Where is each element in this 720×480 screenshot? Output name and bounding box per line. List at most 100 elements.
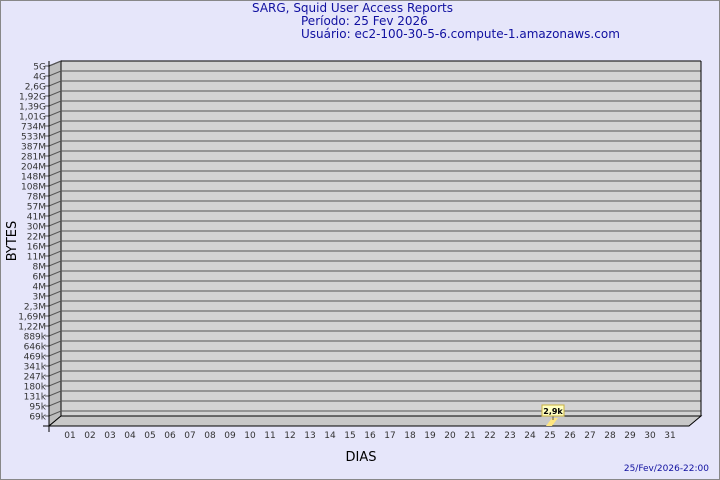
y-tick-label: 16M — [27, 243, 46, 253]
x-tick-label: 31 — [664, 431, 675, 441]
y-tick-label: 2,6G — [25, 83, 46, 93]
y-tick-label: 180k — [24, 383, 47, 393]
gridline — [45, 140, 701, 147]
x-tick-label: 08 — [204, 431, 216, 441]
gridline — [45, 410, 701, 417]
y-tick-label: 108M — [21, 183, 46, 193]
x-tick-label: 27 — [584, 431, 595, 441]
gridline — [45, 340, 701, 347]
x-tick-label: 25 — [544, 431, 555, 441]
gridline — [45, 210, 701, 217]
x-tick-label: 02 — [84, 431, 95, 441]
gridline — [45, 380, 701, 387]
gridline — [45, 230, 701, 237]
y-tick-label: 22M — [27, 233, 46, 243]
plot-background — [49, 61, 701, 426]
gridline — [45, 80, 701, 87]
y-tick-label: 1,69M — [18, 313, 46, 323]
x-tick-label: 19 — [424, 431, 436, 441]
gridline — [45, 350, 701, 357]
gridline — [45, 320, 701, 327]
x-tick-label: 24 — [524, 431, 536, 441]
x-tick-label: 23 — [504, 431, 515, 441]
x-tick-label: 01 — [64, 431, 75, 441]
gridline — [45, 400, 701, 407]
x-tick-label: 28 — [604, 431, 616, 441]
x-tick-label: 06 — [164, 431, 176, 441]
data-label: 2,9k — [543, 407, 563, 416]
gridline — [45, 190, 701, 197]
gridline — [45, 220, 701, 227]
x-tick-label: 03 — [104, 431, 115, 441]
gridline — [45, 330, 701, 337]
gridline — [45, 130, 701, 137]
gridline — [45, 150, 701, 157]
gridline — [45, 290, 701, 297]
y-tick-label: 69k — [29, 413, 46, 423]
y-tick-label: 78M — [27, 193, 46, 203]
gridline — [45, 110, 701, 117]
x-tick-label: 11 — [264, 431, 275, 441]
period-text: Período: 25 Fev 2026 — [301, 14, 428, 28]
x-tick-label: 29 — [624, 431, 636, 441]
footer-timestamp: 25/Fev/2026-22:00 — [624, 464, 709, 474]
y-tick-label: 4G — [33, 73, 46, 83]
chart-title: SARG, Squid User Access Reports — [252, 1, 454, 15]
x-tick-label: 09 — [224, 431, 236, 441]
y-tick-label: 2,3M — [24, 303, 46, 313]
gridline — [45, 70, 701, 77]
x-tick-label: 05 — [144, 431, 155, 441]
y-axis-label: BYTES — [5, 221, 20, 262]
y-tick-label: 41M — [27, 213, 46, 223]
gridline — [45, 240, 701, 247]
y-tick-label: 57M — [27, 203, 46, 213]
x-tick-label: 13 — [304, 431, 315, 441]
x-tick-label: 16 — [364, 431, 376, 441]
gridline — [45, 160, 701, 167]
y-tick-label: 95k — [29, 403, 46, 413]
x-tick-label: 10 — [244, 431, 256, 441]
x-tick-label: 07 — [184, 431, 195, 441]
x-tick-label: 12 — [284, 431, 295, 441]
y-tick-label: 4M — [33, 283, 47, 293]
y-tick-label: 1,39G — [19, 103, 46, 113]
gridline — [45, 360, 701, 367]
x-tick-label: 20 — [444, 431, 456, 441]
bar — [546, 418, 558, 426]
gridline — [45, 100, 701, 107]
y-tick-label: 5G — [33, 63, 46, 73]
x-tick-label: 30 — [644, 431, 656, 441]
gridline — [45, 270, 701, 277]
gridline — [45, 300, 701, 307]
y-tick-label: 131k — [24, 393, 47, 403]
y-tick-label: 281M — [21, 153, 46, 163]
gridline — [45, 120, 701, 127]
y-tick-label: 1,01G — [19, 113, 46, 123]
x-tick-label: 15 — [344, 431, 355, 441]
plot-area: 5G4G2,6G1,92G1,39G1,01G734M533M387M281M2… — [18, 60, 703, 441]
gridline — [45, 180, 701, 187]
y-tick-label: 1,92G — [19, 93, 46, 103]
gridline — [45, 390, 701, 397]
gridline — [45, 200, 701, 207]
gridline — [45, 90, 701, 97]
y-tick-label: 533M — [21, 133, 46, 143]
y-tick-label: 11M — [27, 253, 46, 263]
gridline — [45, 250, 701, 257]
y-tick-label: 204M — [21, 163, 46, 173]
y-tick-label: 734M — [21, 123, 46, 133]
data-label-box — [541, 404, 565, 417]
x-tick-label: 17 — [384, 431, 395, 441]
y-tick-label: 646k — [24, 343, 47, 353]
x-tick-label: 04 — [124, 431, 136, 441]
y-tick-label: 247k — [24, 373, 47, 383]
y-tick-label: 387M — [21, 143, 46, 153]
x-tick-label: 26 — [564, 431, 576, 441]
floor — [47, 415, 703, 427]
gridline — [45, 260, 701, 267]
y-tick-label: 148M — [21, 173, 46, 183]
gridline — [45, 280, 701, 287]
x-tick-label: 18 — [404, 431, 416, 441]
